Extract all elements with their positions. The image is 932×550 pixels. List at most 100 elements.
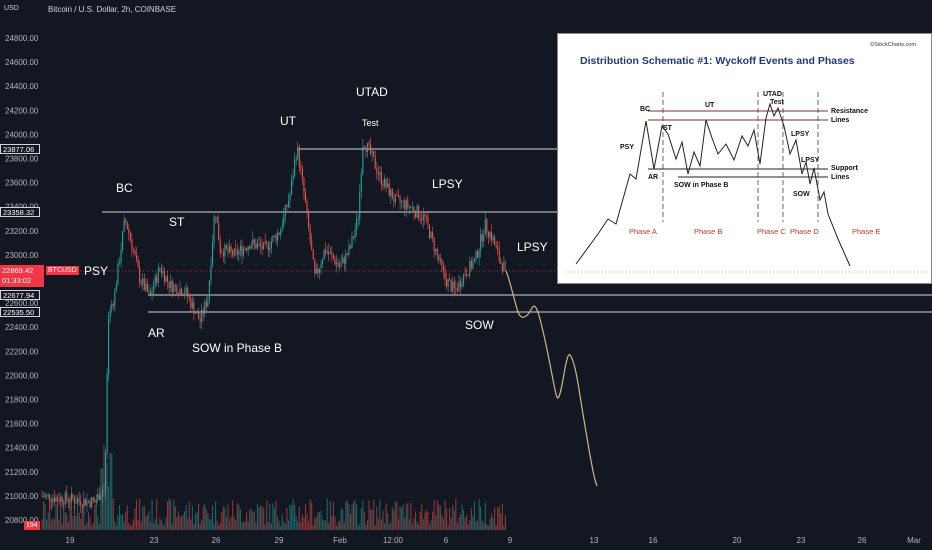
candle-body (222, 252, 224, 257)
volume-bar (46, 519, 48, 530)
candle-body (218, 222, 220, 241)
volume-bar (345, 501, 347, 530)
candle-body (297, 146, 299, 159)
volume-bar (464, 518, 466, 530)
volume-bar (433, 499, 435, 530)
volume-bar (162, 523, 164, 530)
candle-body (303, 178, 305, 193)
candle-body (255, 242, 257, 249)
candle-body (118, 262, 121, 264)
level-badge-4[interactable]: 22535.50 (0, 307, 40, 317)
candle-body (449, 279, 451, 281)
candle-body (473, 258, 475, 263)
projection-path[interactable] (505, 270, 598, 487)
volume-bar (160, 519, 162, 530)
candle-body (278, 232, 280, 235)
volume-bar (405, 504, 407, 530)
candle-body (453, 281, 455, 289)
annotation-sow: SOW (465, 318, 494, 332)
candle-body (385, 178, 387, 188)
candle-body (343, 257, 345, 265)
candle-body (291, 180, 293, 195)
candle-body (357, 219, 359, 220)
volume-bar (78, 512, 80, 530)
candle-body (69, 502, 71, 503)
candle-body (61, 496, 63, 504)
volume-bar (98, 524, 100, 530)
volume-bar (241, 522, 243, 530)
candle-body (153, 286, 155, 293)
candle-body (242, 248, 245, 256)
volume-bar (246, 512, 248, 530)
volume-bar (233, 517, 235, 530)
symbol-title[interactable]: Bitcoin / U.S. Dollar, 2h, COINBASE (48, 5, 177, 14)
volume-bar (384, 523, 386, 530)
candle-body (388, 183, 390, 196)
volume-bar (216, 520, 218, 530)
candle-body (208, 280, 210, 300)
volume-bar (179, 516, 181, 530)
candle-body (373, 151, 375, 157)
volume-bar (139, 498, 141, 530)
volume-bar (450, 518, 452, 530)
volume-bar (173, 499, 175, 530)
candle-body (410, 206, 412, 208)
candle-body (396, 194, 398, 196)
price-tick: 21800.00 (5, 396, 39, 405)
volume-bar (202, 506, 204, 530)
current-price-badge: 22869.42 01:33:02 (0, 265, 44, 287)
volume-bar (317, 512, 319, 530)
volume-bar (94, 504, 96, 530)
volume-bar (227, 504, 229, 530)
volume-bar (129, 525, 131, 530)
volume-bar (238, 504, 240, 530)
volume-bar (120, 514, 122, 530)
candle-body (325, 250, 327, 253)
candle-body (105, 452, 107, 491)
volume-bar (376, 506, 378, 530)
candle-body (469, 260, 471, 276)
volume-bar (303, 517, 305, 530)
volume-bar (43, 501, 45, 530)
volume-bar (311, 502, 313, 530)
level-badge-3[interactable]: 22677.94 (0, 290, 40, 300)
candle-body (224, 244, 226, 257)
annotation-bc: BC (116, 181, 133, 195)
candle-body (370, 144, 372, 154)
candle-body (486, 219, 488, 233)
projection-line[interactable] (505, 270, 598, 487)
candle-body (75, 502, 77, 504)
level-badge-1[interactable]: 23877.06 (0, 144, 40, 154)
candle-body (80, 500, 82, 506)
time-axis[interactable]: 19 23 26 29 Feb 12:00 6 9 13 16 20 23 26 Mar (66, 536, 922, 545)
volume-bar (244, 521, 246, 530)
volume-bar (184, 511, 186, 530)
volume-bar (486, 524, 488, 530)
volume-bar (365, 525, 367, 530)
volume-bar (201, 519, 203, 530)
volume-bar (142, 506, 144, 530)
volume-bar (218, 525, 220, 530)
candle-body (225, 244, 227, 249)
currency-label: USD (4, 5, 19, 12)
candle-body (77, 498, 79, 503)
candle-body (249, 246, 251, 249)
volume-bar (273, 508, 276, 530)
volume-bar (444, 500, 446, 530)
volume-bar (277, 516, 279, 530)
volume-bar (198, 503, 200, 530)
price-tick: 24400.00 (5, 82, 39, 91)
candle-body (95, 500, 97, 503)
volume-bar (272, 503, 274, 530)
volume-bar (430, 520, 432, 530)
price-tick: 21600.00 (5, 420, 39, 429)
volume-bar (92, 522, 94, 530)
candle-body (129, 233, 131, 240)
level-badge-2[interactable]: 23358.32 (0, 207, 40, 217)
candle-body (504, 262, 506, 264)
candle-body (481, 234, 483, 242)
volume-bar (377, 518, 379, 530)
candle-body (450, 280, 452, 292)
